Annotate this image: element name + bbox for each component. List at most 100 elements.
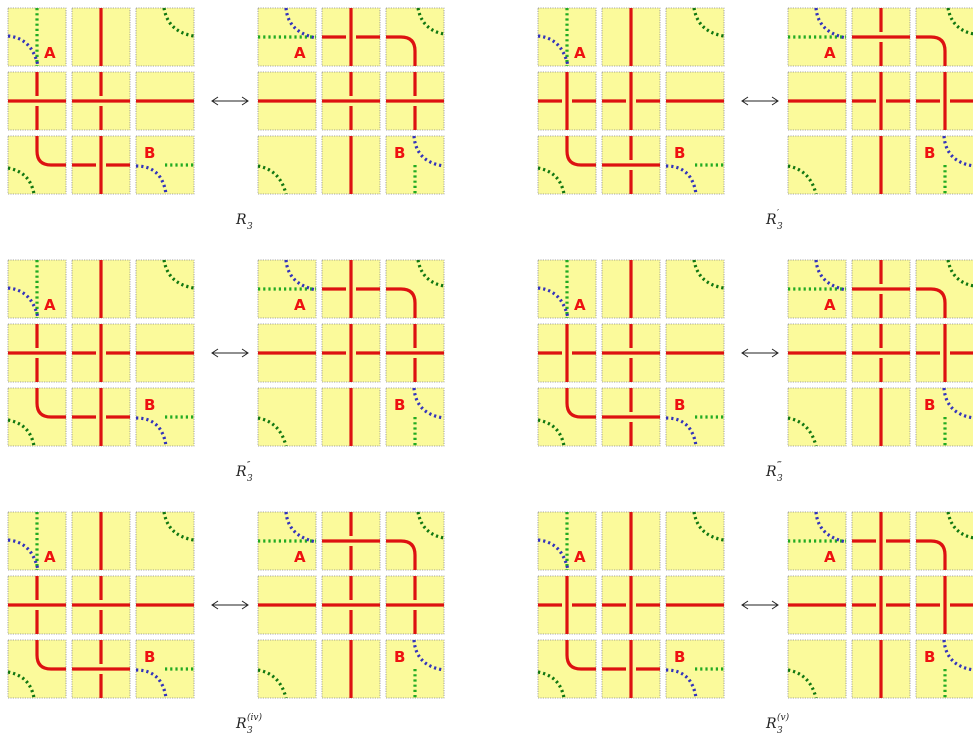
tile-left-1	[601, 259, 661, 319]
tile-left-7	[601, 135, 661, 195]
tile-left-3	[7, 71, 67, 131]
marker-a: A	[574, 296, 586, 314]
marker-a: A	[44, 296, 56, 314]
svg-text:‴: ‴	[777, 461, 782, 471]
svg-text:R: R	[235, 716, 247, 732]
tile-right-6	[257, 135, 317, 195]
tile-right-0: A	[787, 7, 847, 67]
tile-right-4	[851, 323, 911, 383]
marker-a: A	[294, 44, 306, 62]
tile-right-5	[385, 575, 445, 635]
tile-right-7	[321, 639, 381, 699]
tile-left-3	[7, 323, 67, 383]
tile-left-2	[135, 7, 195, 67]
tile-right-3	[787, 323, 847, 383]
tile-left-0: A	[7, 511, 67, 571]
panel-caption: R 3 ‴	[765, 461, 783, 484]
marker-b: B	[674, 396, 685, 414]
tile-right-1	[321, 259, 381, 319]
tile-right-8: B	[915, 387, 973, 447]
tile-left-8: B	[135, 639, 195, 699]
panel-3: R 3 ″	[211, 348, 253, 484]
tile-right-5	[915, 71, 973, 131]
tile-left-0: A	[7, 7, 67, 67]
tile-right-5	[385, 71, 445, 131]
tile-left-4	[601, 323, 661, 383]
tile-left-7	[71, 135, 131, 195]
tile-right-3	[787, 71, 847, 131]
tile-right-8: B	[915, 135, 973, 195]
tile-left-8: B	[135, 387, 195, 447]
tile-right-3	[257, 575, 317, 635]
tile-left-1	[71, 7, 131, 67]
equivalence-arrow	[211, 600, 249, 610]
marker-b: B	[144, 144, 155, 162]
svg-text:R: R	[765, 716, 777, 732]
tile-right-4	[321, 323, 381, 383]
tile-right-8: B	[385, 639, 445, 699]
marker-a: A	[824, 44, 836, 62]
tile-right-1	[851, 7, 911, 67]
tile-left-8: B	[665, 639, 725, 699]
svg-text:3: 3	[247, 474, 253, 484]
tile-right-6	[787, 387, 847, 447]
tile-left-1	[601, 7, 661, 67]
tile-right-7	[321, 135, 381, 195]
tile-left-5	[135, 71, 195, 131]
tile-right-1	[851, 259, 911, 319]
svg-text:R: R	[765, 212, 777, 228]
tile-right-2	[385, 7, 445, 67]
marker-b: B	[924, 396, 935, 414]
tile-left-4	[601, 71, 661, 131]
tile-right-6	[787, 639, 847, 699]
tile-right-4	[321, 575, 381, 635]
panel-2: R 3 ′	[741, 96, 783, 232]
svg-text:3: 3	[247, 222, 253, 232]
svg-text:3: 3	[777, 726, 783, 736]
tile-right-1	[321, 511, 381, 571]
svg-text:R: R	[235, 212, 247, 228]
tile-right-3	[257, 71, 317, 131]
tile-left-6	[537, 639, 597, 699]
tile-right-0: A	[787, 259, 847, 319]
tile-left-4	[71, 323, 131, 383]
marker-a: A	[824, 548, 836, 566]
tile-left-0: A	[537, 511, 597, 571]
svg-text:(v): (v)	[777, 712, 790, 723]
tile-left-4	[71, 71, 131, 131]
tile-left-4	[71, 575, 131, 635]
tile-left-6	[7, 135, 67, 195]
tile-right-0: A	[257, 7, 317, 67]
tile-right-4	[851, 575, 911, 635]
marker-b: B	[144, 648, 155, 666]
tile-left-3	[537, 575, 597, 635]
panel-caption: R 3 ′	[765, 209, 783, 232]
marker-b: B	[144, 396, 155, 414]
equivalence-arrow	[741, 600, 779, 610]
marker-b: B	[394, 144, 405, 162]
tile-left-8: B	[135, 135, 195, 195]
tile-left-3	[7, 575, 67, 635]
tile-right-2	[385, 511, 445, 571]
svg-text:′: ′	[777, 209, 779, 219]
marker-a: A	[294, 548, 306, 566]
tile-right-2	[915, 259, 973, 319]
tile-left-7	[601, 639, 661, 699]
equivalence-arrow	[211, 96, 249, 106]
tile-left-2	[135, 511, 195, 571]
tile-left-2	[665, 7, 725, 67]
svg-text:″: ″	[247, 461, 251, 471]
tile-left-2	[665, 259, 725, 319]
tile-left-0: A	[537, 7, 597, 67]
tile-right-0: A	[787, 511, 847, 571]
tile-left-3	[537, 323, 597, 383]
tile-right-8: B	[385, 135, 445, 195]
tile-right-2	[915, 511, 973, 571]
tile-left-6	[537, 387, 597, 447]
marker-a: A	[824, 296, 836, 314]
svg-text:R: R	[765, 464, 777, 480]
tile-left-5	[135, 323, 195, 383]
tile-right-7	[851, 387, 911, 447]
tile-right-3	[787, 575, 847, 635]
marker-a: A	[574, 548, 586, 566]
